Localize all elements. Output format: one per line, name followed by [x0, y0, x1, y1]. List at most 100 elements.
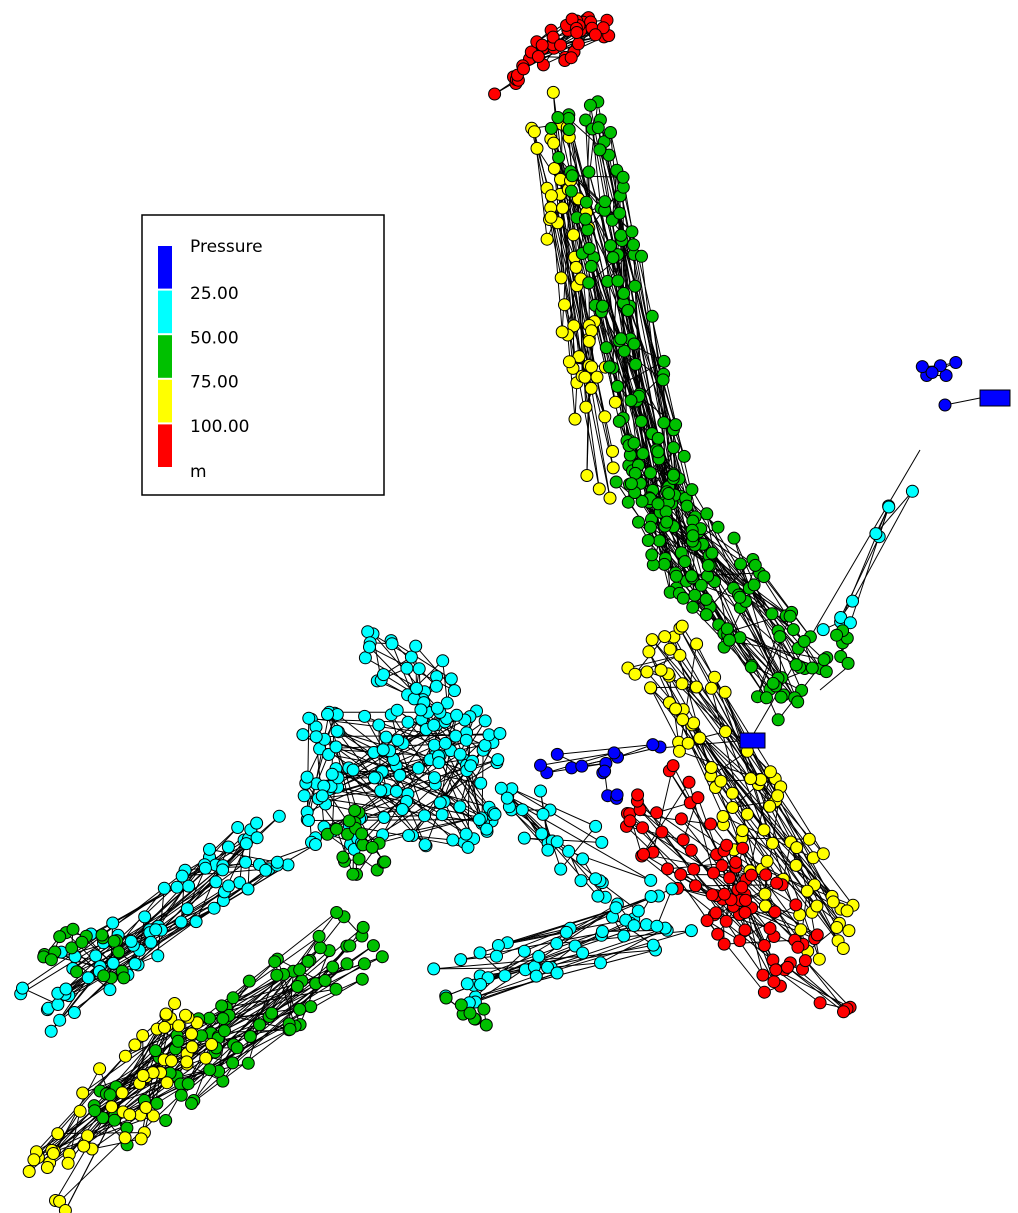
- junction: [402, 829, 416, 842]
- junction: [609, 901, 623, 915]
- junction: [685, 569, 698, 583]
- junction: [239, 855, 253, 869]
- junction: [474, 978, 487, 991]
- pipe: [209, 848, 278, 863]
- junction: [689, 879, 702, 893]
- junction: [718, 685, 732, 699]
- junction: [791, 940, 805, 954]
- junction: [551, 111, 565, 124]
- pipe: [750, 778, 809, 952]
- junction: [758, 899, 772, 913]
- junction: [686, 529, 700, 543]
- junction: [773, 630, 787, 644]
- junction: [361, 625, 375, 639]
- junction: [346, 763, 360, 777]
- junction: [400, 661, 414, 675]
- junction: [673, 648, 687, 662]
- junction: [645, 309, 659, 323]
- junction: [550, 937, 564, 950]
- junction: [128, 957, 142, 971]
- junction: [579, 212, 592, 226]
- junction: [239, 837, 253, 851]
- junction: [75, 935, 89, 949]
- junction: [711, 927, 725, 941]
- junction: [651, 431, 665, 445]
- junction: [515, 803, 529, 817]
- junction: [705, 546, 719, 560]
- junction: [734, 557, 747, 571]
- junction: [738, 923, 752, 937]
- junction: [581, 223, 595, 237]
- reservoir: [979, 389, 1011, 407]
- junction: [747, 578, 761, 592]
- junction: [636, 821, 649, 835]
- junction: [556, 201, 570, 215]
- legend-swatch: [158, 335, 172, 378]
- junction: [268, 955, 282, 969]
- junction: [810, 899, 824, 913]
- junction: [757, 823, 771, 837]
- junction: [159, 1114, 173, 1127]
- junction: [460, 977, 474, 991]
- junction: [454, 953, 468, 967]
- junction: [882, 500, 896, 514]
- junction: [390, 703, 404, 717]
- junction: [355, 972, 369, 986]
- junction: [933, 359, 947, 373]
- legend-label: 75.00: [190, 373, 239, 393]
- junction: [949, 356, 963, 369]
- junction: [329, 740, 343, 754]
- junction: [644, 466, 657, 480]
- junction: [685, 483, 699, 497]
- junction: [621, 304, 635, 317]
- junction: [51, 998, 65, 1011]
- junction: [414, 703, 428, 717]
- junction: [654, 663, 668, 677]
- pipe: [588, 341, 614, 452]
- junction: [124, 934, 138, 948]
- junction: [215, 999, 229, 1013]
- junction: [693, 731, 707, 745]
- junction: [438, 736, 452, 750]
- junction: [711, 520, 725, 534]
- pipe: [475, 929, 668, 998]
- pipe: [557, 117, 685, 457]
- junction: [606, 444, 619, 458]
- junction: [744, 772, 758, 786]
- pipe: [507, 797, 651, 881]
- junction: [108, 1113, 121, 1127]
- junction: [666, 759, 680, 773]
- junction: [174, 1088, 188, 1102]
- junction: [740, 807, 754, 821]
- junction: [665, 882, 679, 896]
- junction: [205, 1038, 219, 1051]
- junction: [680, 499, 694, 513]
- pipe: [557, 744, 653, 755]
- junction: [604, 126, 617, 139]
- junction: [719, 914, 733, 928]
- junction: [175, 869, 189, 883]
- junction: [756, 968, 770, 982]
- pipe: [805, 960, 851, 1008]
- junction: [708, 670, 722, 684]
- junction: [699, 592, 713, 606]
- junction: [676, 591, 690, 605]
- junction: [591, 121, 605, 135]
- junction: [477, 1002, 491, 1016]
- junction: [250, 831, 264, 845]
- junction: [493, 727, 507, 740]
- junction: [578, 370, 592, 384]
- junction: [700, 914, 714, 928]
- junction: [226, 991, 240, 1005]
- junction: [905, 484, 919, 498]
- junction: [634, 414, 648, 428]
- junction: [602, 360, 616, 374]
- legend-label: 50.00: [190, 328, 239, 348]
- junction: [498, 969, 512, 983]
- pipe: [650, 687, 680, 743]
- pipe: [90, 886, 178, 935]
- junction: [736, 841, 750, 855]
- tank: [739, 732, 766, 749]
- junction: [179, 1008, 192, 1022]
- junction: [576, 946, 590, 960]
